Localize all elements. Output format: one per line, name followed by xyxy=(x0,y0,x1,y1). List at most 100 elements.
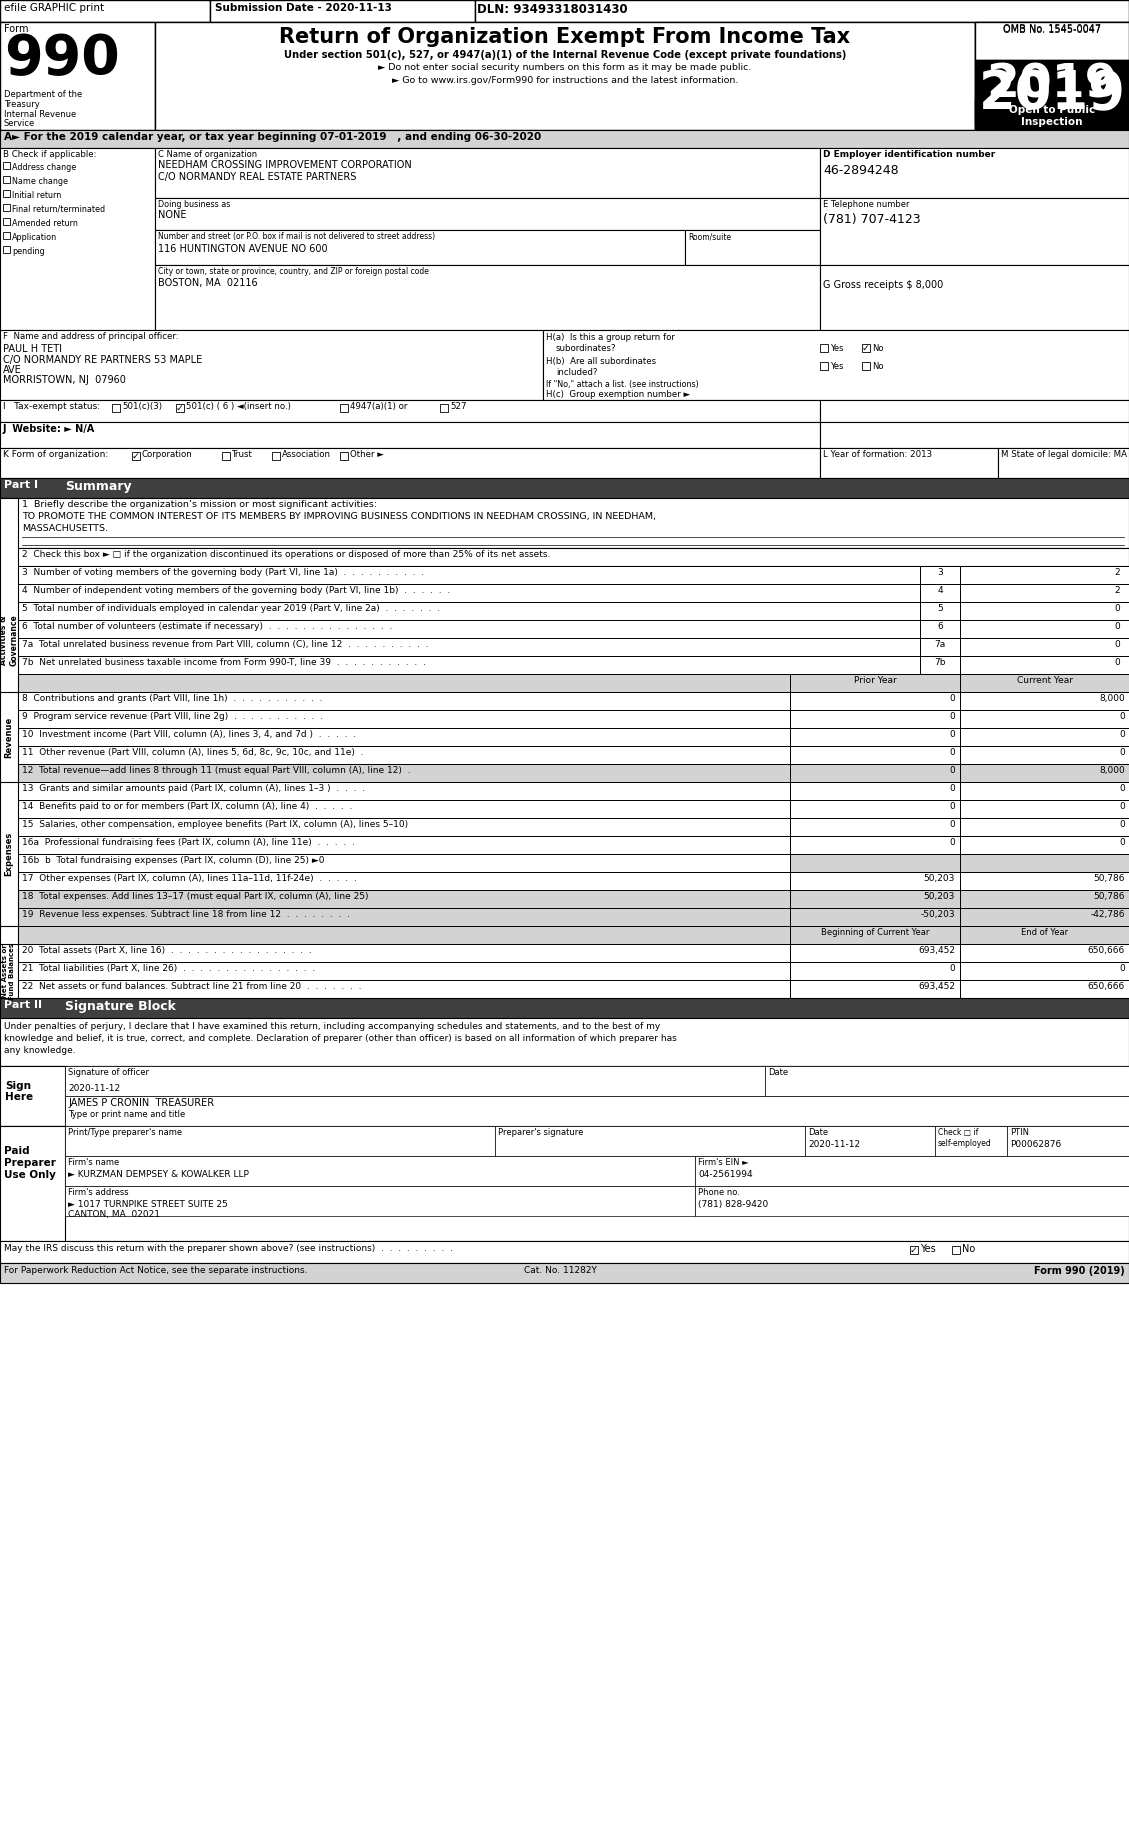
Text: 0: 0 xyxy=(1119,747,1124,756)
Bar xyxy=(805,1125,935,1156)
Bar xyxy=(0,619,920,638)
Bar xyxy=(0,331,543,400)
Bar xyxy=(790,853,1129,871)
Bar xyxy=(155,22,975,130)
Text: Yes: Yes xyxy=(920,1244,936,1253)
Bar xyxy=(0,0,210,22)
Bar xyxy=(960,656,1129,674)
Text: No: No xyxy=(872,362,884,371)
Text: Department of the: Department of the xyxy=(5,90,82,99)
Text: Internal Revenue: Internal Revenue xyxy=(5,110,77,119)
Text: 8,000: 8,000 xyxy=(1100,694,1124,703)
Text: C/O NORMANDY REAL ESTATE PARTNERS: C/O NORMANDY REAL ESTATE PARTNERS xyxy=(158,172,357,183)
Bar xyxy=(65,1065,765,1096)
Text: Activities &
Governance: Activities & Governance xyxy=(0,614,19,665)
Text: Here: Here xyxy=(5,1093,33,1102)
Bar xyxy=(960,566,1129,585)
Bar xyxy=(0,1065,1129,1125)
Text: I   Tax-exempt status:: I Tax-exempt status: xyxy=(3,402,100,411)
Bar xyxy=(132,451,140,460)
Bar xyxy=(863,362,870,371)
Text: Paid: Paid xyxy=(5,1146,29,1156)
Bar xyxy=(0,853,790,871)
Text: Part II: Part II xyxy=(5,999,42,1010)
Bar xyxy=(0,837,790,853)
Text: 18  Total expenses. Add lines 13–17 (must equal Part IX, column (A), line 25): 18 Total expenses. Add lines 13–17 (must… xyxy=(21,892,368,901)
Bar xyxy=(820,148,1129,197)
Text: 5  Total number of individuals employed in calendar year 2019 (Part V, line 2a) : 5 Total number of individuals employed i… xyxy=(21,605,440,614)
Bar xyxy=(440,404,448,413)
Bar xyxy=(975,100,1129,130)
Text: Revenue: Revenue xyxy=(5,716,14,758)
Text: 16b  b  Total fundraising expenses (Part IX, column (D), line 25) ►0: 16b b Total fundraising expenses (Part I… xyxy=(21,857,324,864)
Text: 3: 3 xyxy=(937,568,943,577)
Text: Expenses: Expenses xyxy=(5,831,14,877)
Text: -50,203: -50,203 xyxy=(920,910,955,919)
Bar xyxy=(65,1186,695,1217)
Bar xyxy=(0,727,790,745)
Text: Print/Type preparer's name: Print/Type preparer's name xyxy=(68,1127,182,1136)
Text: Current Year: Current Year xyxy=(1017,676,1073,685)
Bar xyxy=(820,265,1129,331)
Text: 0: 0 xyxy=(1119,965,1124,974)
Bar xyxy=(790,711,960,727)
Bar xyxy=(0,711,790,727)
Bar xyxy=(920,566,960,585)
Text: 693,452: 693,452 xyxy=(918,946,955,956)
Bar xyxy=(790,818,960,837)
Bar xyxy=(0,638,920,656)
Bar xyxy=(0,963,790,979)
Text: 0: 0 xyxy=(949,731,955,738)
Bar xyxy=(820,343,828,353)
Text: 17  Other expenses (Part IX, column (A), lines 11a–11d, 11f-24e)  .  .  .  .  .: 17 Other expenses (Part IX, column (A), … xyxy=(21,873,357,882)
Bar xyxy=(155,148,820,197)
Text: G Gross receipts $ 8,000: G Gross receipts $ 8,000 xyxy=(823,280,943,290)
Text: 50,203: 50,203 xyxy=(924,892,955,901)
Text: 990: 990 xyxy=(5,33,120,86)
Text: May the IRS discuss this return with the preparer shown above? (see instructions: May the IRS discuss this return with the… xyxy=(5,1244,453,1253)
Text: L Year of formation: 2013: L Year of formation: 2013 xyxy=(823,449,933,459)
Bar xyxy=(960,619,1129,638)
Text: 527: 527 xyxy=(450,402,466,411)
Bar xyxy=(0,979,790,998)
Text: NEEDHAM CROSSING IMPROVEMENT CORPORATION: NEEDHAM CROSSING IMPROVEMENT CORPORATION xyxy=(158,161,412,170)
Text: Address change: Address change xyxy=(12,163,77,172)
Bar xyxy=(790,963,960,979)
Text: Preparer: Preparer xyxy=(5,1158,55,1167)
Text: No: No xyxy=(962,1244,975,1253)
Text: ► Do not enter social security numbers on this form as it may be made public.: ► Do not enter social security numbers o… xyxy=(378,62,752,71)
Text: 9  Program service revenue (Part VIII, line 2g)  .  .  .  .  .  .  .  .  .  .  .: 9 Program service revenue (Part VIII, li… xyxy=(21,713,323,722)
Text: K Form of organization:: K Form of organization: xyxy=(3,449,108,459)
Text: 19  Revenue less expenses. Subtract line 18 from line 12  .  .  .  .  .  .  .  .: 19 Revenue less expenses. Subtract line … xyxy=(21,910,350,919)
Text: 501(c)(3): 501(c)(3) xyxy=(122,402,161,411)
Bar xyxy=(0,148,155,331)
Bar xyxy=(0,1241,1129,1262)
Bar xyxy=(960,979,1129,998)
Text: PTIN: PTIN xyxy=(1010,1127,1029,1136)
Text: 50,786: 50,786 xyxy=(1094,873,1124,882)
Text: included?: included? xyxy=(555,367,597,376)
Bar xyxy=(960,638,1129,656)
Text: 693,452: 693,452 xyxy=(918,981,955,990)
Text: 14  Benefits paid to or for members (Part IX, column (A), line 4)  .  .  .  .  .: 14 Benefits paid to or for members (Part… xyxy=(21,802,352,811)
Text: 22  Net assets or fund balances. Subtract line 21 from line 20  .  .  .  .  .  .: 22 Net assets or fund balances. Subtract… xyxy=(21,981,361,990)
Text: 7b  Net unrelated business taxable income from Form 990-T, line 39  .  .  .  .  : 7b Net unrelated business taxable income… xyxy=(21,658,426,667)
Bar xyxy=(0,1065,65,1125)
Bar xyxy=(920,619,960,638)
Bar xyxy=(695,1156,1129,1186)
Text: Cat. No. 11282Y: Cat. No. 11282Y xyxy=(524,1266,596,1275)
Bar xyxy=(790,871,960,890)
Bar xyxy=(210,0,475,22)
Bar xyxy=(543,331,1129,400)
Text: 5: 5 xyxy=(937,605,943,614)
Bar xyxy=(960,926,1129,945)
Text: MORRISTOWN, NJ  07960: MORRISTOWN, NJ 07960 xyxy=(3,375,125,385)
Bar xyxy=(0,945,790,963)
Bar xyxy=(0,603,920,619)
Text: Yes: Yes xyxy=(830,362,843,371)
Bar xyxy=(863,343,870,353)
Text: Signature of officer: Signature of officer xyxy=(68,1069,149,1076)
Bar xyxy=(1007,1125,1129,1156)
Text: D Employer identification number: D Employer identification number xyxy=(823,150,996,159)
Text: If "No," attach a list. (see instructions): If "No," attach a list. (see instruction… xyxy=(546,380,699,389)
